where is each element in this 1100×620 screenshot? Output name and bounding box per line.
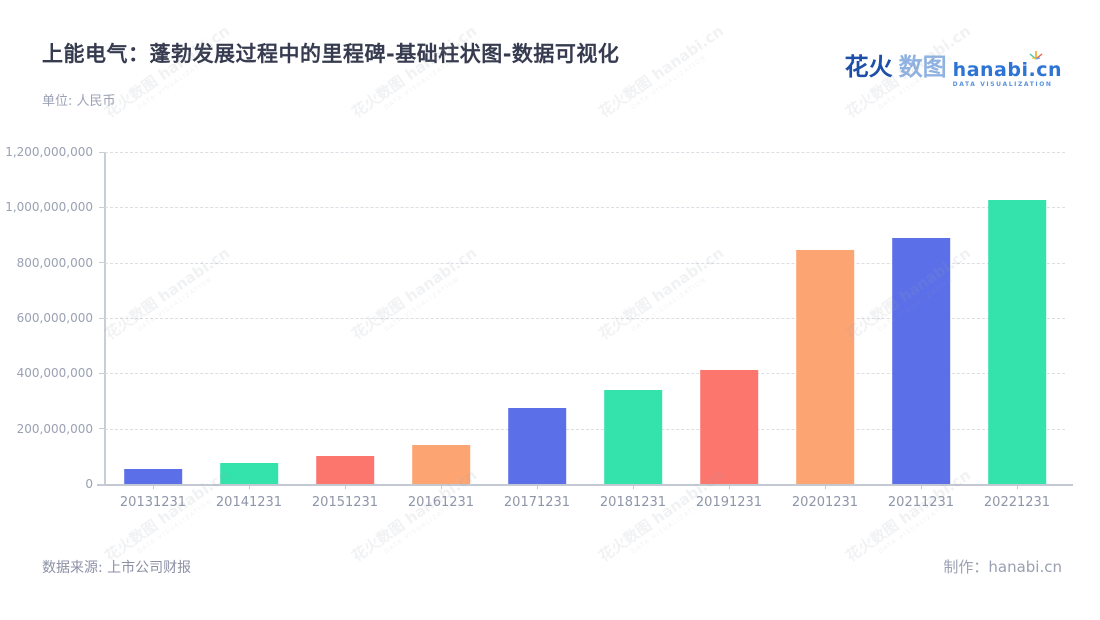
category-band: 20171231 bbox=[489, 152, 585, 510]
x-axis-tick bbox=[345, 484, 346, 489]
x-axis-line bbox=[97, 484, 1073, 486]
brand-logo: 花火 数图 hanabi.cn DATA VISUALIZATION bbox=[844, 51, 1062, 88]
y-axis-tick bbox=[99, 483, 105, 485]
category-band: 20191231 bbox=[681, 152, 777, 510]
logo-cn-primary: 花火 bbox=[844, 53, 893, 81]
bar-20151231[interactable] bbox=[316, 455, 374, 484]
gridline bbox=[105, 262, 1065, 264]
bar-20171231[interactable] bbox=[508, 408, 566, 484]
page-title: 上能电气：蓬勃发展过程中的里程碑-基础柱状图-数据可视化 bbox=[42, 42, 620, 66]
x-axis-label: 20201231 bbox=[791, 495, 859, 510]
y-axis-tick bbox=[99, 262, 105, 264]
y-axis-label: 400,000,000 bbox=[16, 366, 93, 381]
x-axis-tick bbox=[729, 484, 730, 489]
y-axis-tick bbox=[99, 428, 105, 430]
credit-label: 制作： bbox=[943, 558, 989, 576]
category-band: 20211231 bbox=[873, 152, 969, 510]
x-axis-tick bbox=[921, 484, 922, 489]
x-axis-label: 20191231 bbox=[695, 495, 763, 510]
bar-20191231[interactable] bbox=[700, 370, 758, 484]
gridline bbox=[105, 428, 1065, 430]
gridline bbox=[105, 207, 1065, 209]
x-axis-tick bbox=[441, 484, 442, 489]
bar-20201231[interactable] bbox=[796, 250, 854, 484]
category-band: 20201231 bbox=[777, 152, 873, 510]
logo-domain: hanabi.cn bbox=[952, 59, 1062, 81]
gridline bbox=[105, 373, 1065, 375]
gridline bbox=[105, 152, 1065, 153]
bar-20161231[interactable] bbox=[412, 445, 470, 484]
x-axis-label: 20211231 bbox=[887, 495, 955, 510]
bar-20131231[interactable] bbox=[124, 468, 182, 484]
y-axis-tick bbox=[99, 206, 105, 208]
unit-label: 单位: 人民币 bbox=[42, 94, 116, 109]
gridline bbox=[105, 318, 1065, 319]
logo-tagline: DATA VISUALIZATION bbox=[952, 81, 1053, 88]
category-band: 20131231 bbox=[105, 152, 201, 510]
y-axis-label: 1,000,000,000 bbox=[5, 200, 93, 215]
category-band: 20151231 bbox=[297, 152, 393, 510]
category-band: 20181231 bbox=[585, 152, 681, 510]
bar-20141231[interactable] bbox=[220, 462, 278, 484]
y-axis-tick bbox=[99, 372, 105, 374]
y-axis-label: 200,000,000 bbox=[16, 421, 93, 436]
category-band: 20221231 bbox=[969, 152, 1065, 510]
x-axis-label: 20131231 bbox=[119, 495, 187, 510]
logo-cn-secondary: 数图 bbox=[898, 53, 947, 81]
credit: 制作：hanabi.cn bbox=[943, 556, 1062, 577]
y-axis-tick bbox=[99, 317, 105, 319]
sparkle-icon bbox=[1029, 51, 1043, 60]
y-axis-label: 1,200,000,000 bbox=[5, 145, 93, 159]
x-axis-label: 20171231 bbox=[503, 495, 571, 510]
data-source: 数据来源: 上市公司财报 bbox=[42, 560, 192, 576]
bar-20211231[interactable] bbox=[892, 237, 950, 484]
x-axis-label: 20151231 bbox=[311, 495, 379, 510]
credit-value: hanabi.cn bbox=[988, 558, 1062, 576]
y-axis-label: 600,000,000 bbox=[16, 311, 93, 325]
bar-20221231[interactable] bbox=[988, 199, 1046, 484]
x-axis-label: 20221231 bbox=[983, 495, 1051, 510]
y-axis-label: 800,000,000 bbox=[16, 255, 93, 270]
x-axis-tick bbox=[153, 484, 154, 489]
x-axis-label: 20181231 bbox=[599, 495, 667, 510]
x-axis-tick bbox=[537, 484, 538, 489]
bar-chart: 0 200,000,000 400,000,000 600,000,000 800,00… bbox=[5, 145, 1073, 510]
category-band: 20141231 bbox=[201, 152, 297, 510]
x-axis-tick bbox=[825, 484, 826, 489]
x-axis-label: 20161231 bbox=[407, 495, 475, 510]
category-band: 20161231 bbox=[393, 152, 489, 510]
bar-20181231[interactable] bbox=[604, 390, 662, 484]
y-axis-tick bbox=[99, 151, 105, 153]
x-axis-tick bbox=[633, 484, 634, 489]
x-axis-label: 20141231 bbox=[215, 495, 283, 510]
x-axis-tick bbox=[1017, 484, 1018, 489]
y-axis-label: 0 bbox=[85, 477, 93, 491]
x-axis-tick bbox=[249, 484, 250, 489]
